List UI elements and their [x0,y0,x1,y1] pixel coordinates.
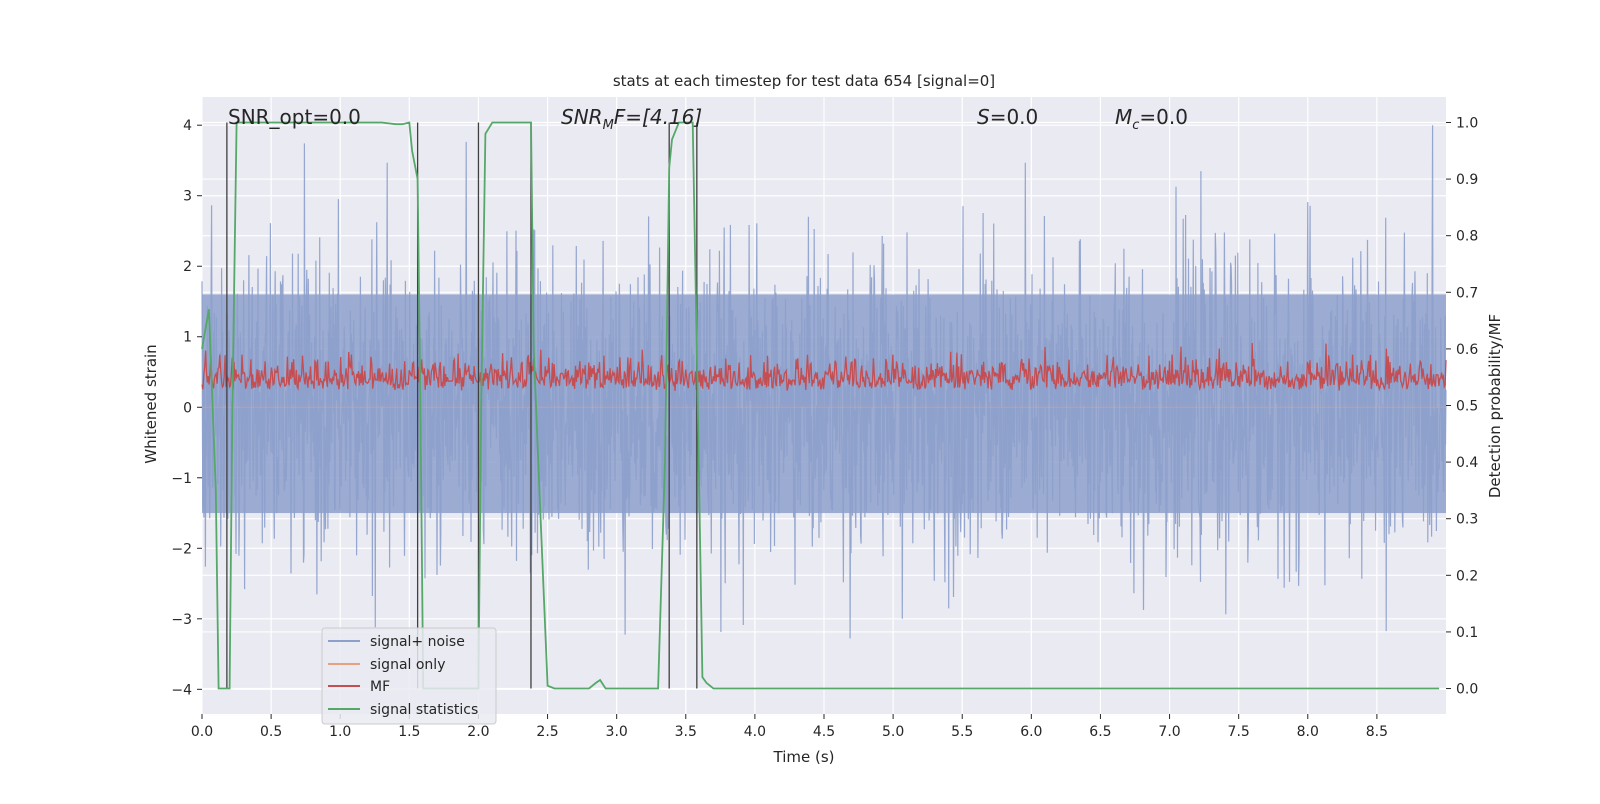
y-tick-label-8: 4 [183,118,192,134]
x-tick-label-17: 8.5 [1366,724,1388,740]
x-tick-label-13: 6.5 [1089,724,1111,740]
y-tick-label-7: 3 [183,189,192,205]
x-tick-label-1: 0.5 [260,724,282,740]
y2-tick-label-3: 0.3 [1456,512,1478,528]
mf-line [201,342,1447,392]
x-axis-label: Time (s) [773,748,835,766]
annotation-mc-rest: =0.0 [1139,105,1188,129]
annotation-mc: Mc=0.0 [1115,105,1188,133]
y2-tick-label-7: 0.7 [1456,285,1478,301]
signal-noise-core-band [202,294,1446,514]
annotation-snr-mf: SNRMF=[4.16] [561,105,702,133]
annotation-mc-var: M [1115,105,1132,129]
legend-label-mf: MF [370,679,390,695]
y-tick-label-4: 0 [183,400,192,416]
y2-tick-label-9: 0.9 [1456,172,1478,188]
axes: 0.0 0.5 1.0 1.5 2.0 2.5 3.0 3.5 4.0 4.5 5.0 5.5 6.0 6… [171,115,1478,740]
series-signal-noise [201,125,1447,639]
y2-tick-label-8: 0.8 [1456,229,1478,245]
x-tick-label-10: 5.0 [882,724,904,740]
y-tick-label-2: −2 [171,541,192,557]
x-tick-label-15: 7.5 [1228,724,1250,740]
legend-label-signal-noise: signal+ noise [370,634,465,650]
x-tick-label-16: 8.0 [1297,724,1319,740]
x-tick-label-4: 2.0 [467,724,489,740]
y-tick-label-5: 1 [183,330,192,346]
y2-tick-label-10: 1.0 [1456,115,1478,131]
series-mf [201,342,1447,392]
x-tick-label-8: 4.0 [744,724,766,740]
annotation-s: S=0.0 [977,105,1038,129]
legend-label-signal-only: signal only [370,657,445,673]
legend: signal+ noise signal only MF signal stat… [321,627,497,725]
annotation-snr-mf-main: SNR [561,105,603,129]
x-tick-label-5: 2.5 [536,724,558,740]
y-tick-label-1: −3 [171,612,192,628]
x-tick-label-14: 7.0 [1158,724,1180,740]
annotation-snr-mf-sub: M [603,118,614,133]
annotation-mc-sub: c [1132,118,1139,133]
x-tick-label-2: 1.0 [329,724,351,740]
annotation-snr-opt: SNR_opt=0.0 [228,105,361,129]
annotation-snr-mf-rest: F=[4.16] [614,105,702,129]
series-signal-statistics [201,121,1440,690]
x-tick-label-6: 3.0 [606,724,628,740]
y2-tick-label-1: 0.1 [1456,625,1478,641]
y-tick-label-3: −1 [171,471,192,487]
y2-axis-label: Detection probability/MF [1486,314,1504,498]
x-tick-label-3: 1.5 [398,724,420,740]
x-tick-label-12: 6.0 [1020,724,1042,740]
annotation-s-rest: =0.0 [990,105,1039,129]
y2-tick-label-2: 0.2 [1456,568,1478,584]
y2-tick-label-4: 0.4 [1456,455,1478,471]
signal-statistics-line [201,121,1440,690]
y-tick-label-0: −4 [171,682,192,698]
x-tick-label-0: 0.0 [191,724,213,740]
chart-title: stats at each timestep for test data 654… [613,72,995,90]
annotation-s-var: S [977,105,990,129]
y2-tick-label-6: 0.6 [1456,342,1478,358]
y2-tick-label-5: 0.5 [1456,399,1478,415]
y2-tick-label-0: 0.0 [1456,682,1478,698]
y-axis-label: Whitened strain [142,344,160,463]
y-tick-label-6: 2 [183,259,192,275]
legend-label-signal-statistics: signal statistics [370,702,478,718]
legend-box [321,627,497,725]
x-tick-label-11: 5.5 [951,724,973,740]
x-tick-label-9: 4.5 [813,724,835,740]
x-tick-label-7: 3.5 [675,724,697,740]
